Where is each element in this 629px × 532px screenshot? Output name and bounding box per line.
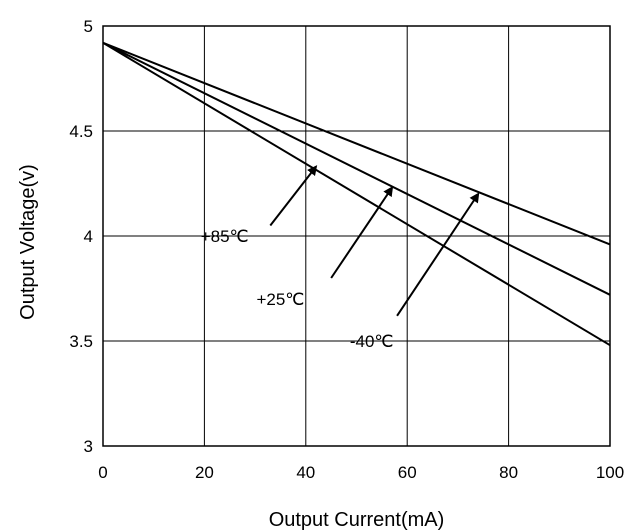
- x-axis-title: Output Current(mA): [269, 509, 445, 531]
- x-tick-label: 20: [195, 463, 214, 482]
- series-arrow: [396, 192, 480, 317]
- x-tick-label: 60: [398, 463, 417, 482]
- x-tick-label: 40: [296, 463, 315, 482]
- y-tick-label: 3: [84, 437, 93, 456]
- y-tick-label: 4.5: [69, 122, 93, 141]
- y-axis-title: Output Voltage(v): [17, 164, 39, 320]
- series-label: -40℃: [350, 332, 394, 351]
- plot-frame: [102, 25, 611, 447]
- series-line: [102, 41, 611, 246]
- y-tick-label: 4: [84, 227, 93, 246]
- x-tick-label: 100: [596, 463, 624, 482]
- series-label: +25℃: [256, 290, 304, 309]
- x-tick-label: 80: [499, 463, 518, 482]
- tick-labels: 0 20 40 60 80 100 3 3.5 4 4.5 5: [69, 17, 624, 482]
- series-line: [102, 41, 611, 347]
- y-tick-label: 5: [84, 17, 93, 36]
- series-label: +85℃: [201, 227, 249, 246]
- series-annotations: +85℃ +25℃ -40℃: [201, 165, 480, 351]
- series-arrow: [269, 165, 318, 227]
- series-line: [102, 41, 611, 296]
- x-tick-label: 0: [98, 463, 107, 482]
- series-lines: [102, 41, 611, 347]
- grid: [103, 26, 610, 446]
- y-tick-label: 3.5: [69, 332, 93, 351]
- series-arrow: [330, 186, 394, 279]
